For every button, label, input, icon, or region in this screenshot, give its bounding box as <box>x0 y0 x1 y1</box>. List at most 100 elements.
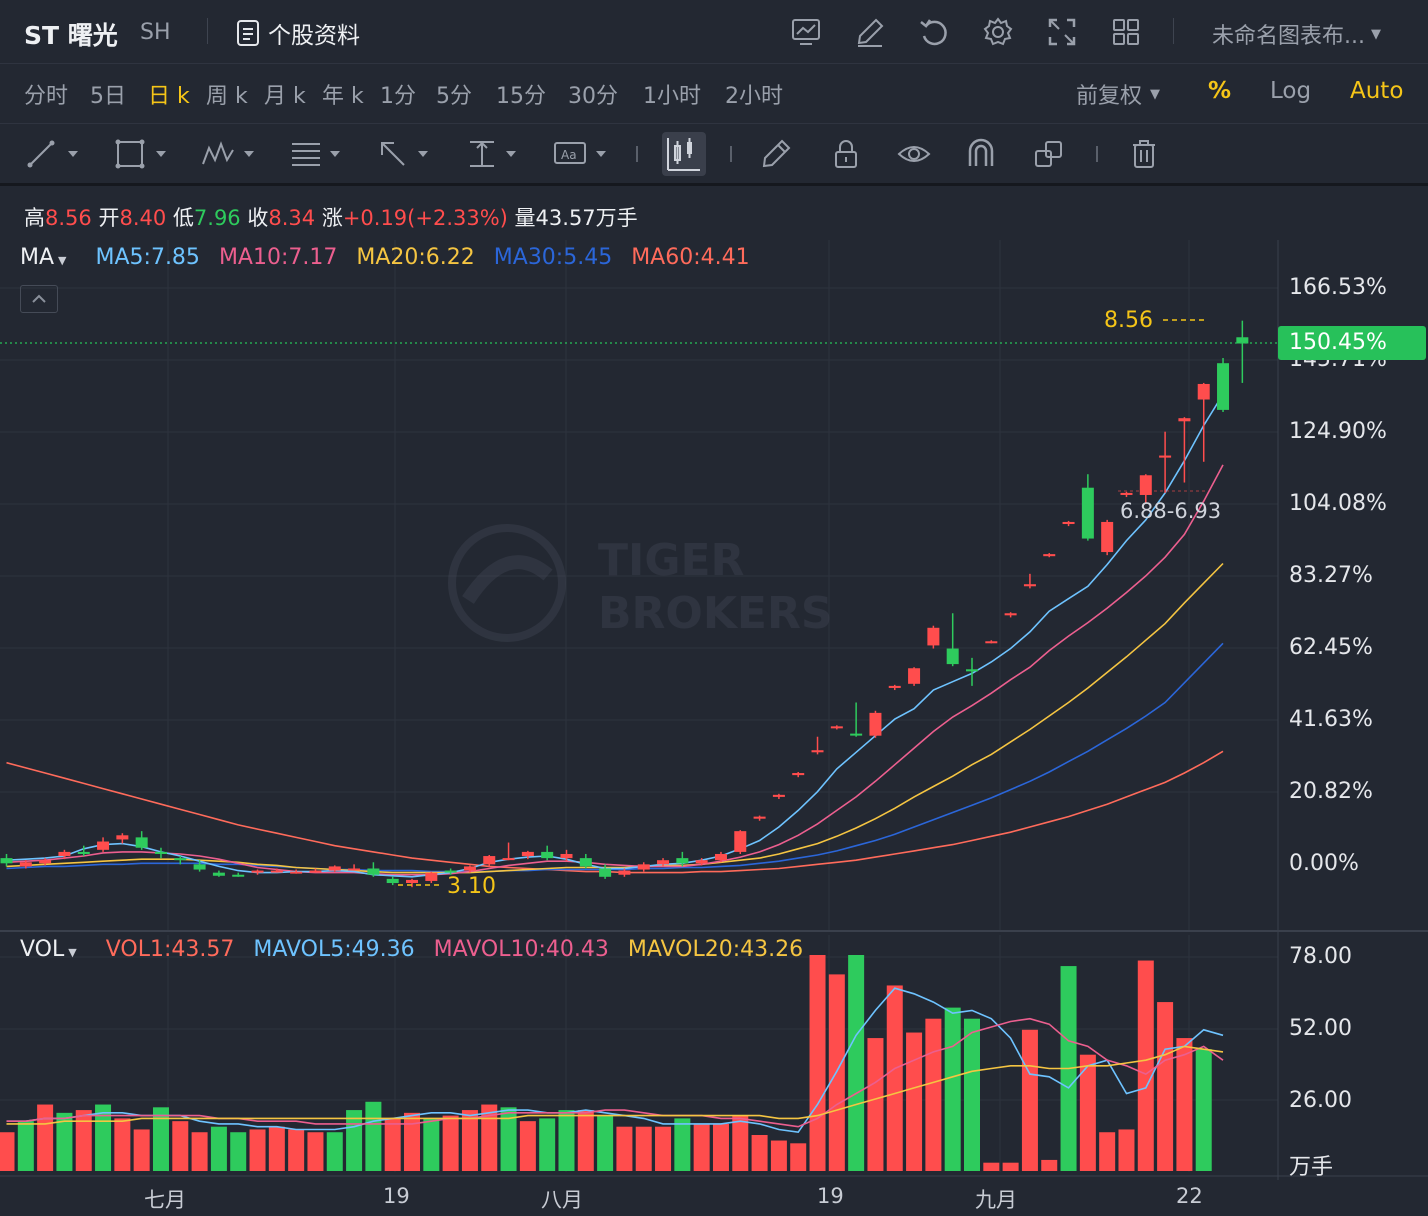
exchange-label: SH <box>140 20 171 45</box>
collapse-legend-button[interactable] <box>20 285 58 313</box>
timeframe-yearly[interactable]: 年 k <box>322 84 364 109</box>
settings-icon[interactable] <box>982 16 1014 48</box>
rectangle-tool-icon[interactable] <box>114 138 172 170</box>
volume-bar <box>1157 1002 1174 1171</box>
trendline-tool-icon[interactable] <box>26 138 84 170</box>
candle-body <box>772 794 785 797</box>
volume-bar <box>404 1112 421 1171</box>
candle-body <box>425 872 438 881</box>
fullscreen-icon[interactable] <box>1046 16 1078 48</box>
drawing-toolbar <box>0 124 1428 186</box>
mavol20-line <box>6 1045 1224 1125</box>
percent-toggle[interactable]: % <box>1208 78 1232 104</box>
arrow-tool-icon[interactable] <box>376 138 434 170</box>
candle-body <box>444 870 457 873</box>
price-chart[interactable]: TIGER BROKERS 8.56 3.10 6.88-6.93 <box>0 240 1428 1216</box>
candle-body <box>290 871 303 874</box>
volume-bar <box>790 1143 807 1171</box>
chevron-up-icon <box>32 294 46 303</box>
ma-indicator-label[interactable]: MA <box>20 245 55 270</box>
candle-body <box>1217 363 1230 410</box>
caret-down-icon[interactable]: ▼ <box>68 946 77 959</box>
change-label: 涨 <box>321 206 343 230</box>
stock-name: ST 曙光 <box>24 21 118 50</box>
time-axis-tick: 22 <box>1176 1184 1203 1208</box>
document-icon <box>237 20 259 46</box>
volume-bar <box>423 1118 440 1171</box>
volume-bar <box>346 1110 363 1171</box>
candle-body <box>966 669 978 672</box>
log-toggle[interactable]: Log <box>1270 78 1312 104</box>
volume-bar <box>848 955 865 1171</box>
divider <box>207 18 208 44</box>
candle-body <box>232 874 245 877</box>
timeframe-monthly[interactable]: 月 k <box>264 84 306 109</box>
edit-icon[interactable] <box>854 16 886 48</box>
time-axis-tick: 19 <box>383 1184 410 1208</box>
timeframe-weekly[interactable]: 周 k <box>206 84 248 109</box>
low-label: 低 <box>172 206 194 230</box>
text-tool-icon[interactable]: Aa <box>552 138 612 170</box>
trash-icon[interactable] <box>1128 138 1160 170</box>
chart-icon[interactable] <box>790 16 822 48</box>
candle-body <box>251 870 264 873</box>
candle-body <box>753 816 766 819</box>
layout-icon[interactable] <box>1110 16 1142 48</box>
timeframe-30min[interactable]: 30分 <box>568 84 618 109</box>
candle-body <box>734 831 747 852</box>
volume-bar <box>558 1110 575 1171</box>
candle-body <box>946 648 959 665</box>
fibonacci-tool-icon[interactable] <box>288 138 346 170</box>
price-axis-tick: 62.45% <box>1289 635 1373 660</box>
candle-body <box>792 773 805 776</box>
caret-down-icon[interactable]: ▼ <box>58 254 67 267</box>
volume-bar <box>1195 1049 1212 1171</box>
pattern-tool-icon[interactable] <box>200 138 260 170</box>
undo-icon[interactable] <box>918 16 950 48</box>
candle-body <box>695 860 708 864</box>
ma-legend[interactable]: MA ▼ MA5:7.85 MA10:7.17 MA20:6.22 MA30:5.… <box>20 245 750 270</box>
adjust-dropdown[interactable]: 前复权 ▼ <box>1076 78 1160 110</box>
stock-info-button[interactable]: 个股资料 <box>236 16 360 50</box>
vol-indicator-label[interactable]: VOL <box>20 937 65 962</box>
candle-body <box>309 870 322 873</box>
volume-bar <box>17 1121 34 1171</box>
ma30-value: MA30:5.45 <box>493 245 613 270</box>
timeframe-5min[interactable]: 5分 <box>436 84 472 109</box>
timeframe-5day[interactable]: 5日 <box>90 84 126 109</box>
timeframe-daily[interactable]: 日 k <box>148 84 190 109</box>
layers-icon[interactable] <box>1032 138 1066 170</box>
close-value: 8.34 <box>268 206 316 230</box>
candle-body <box>174 858 187 861</box>
volume-bar <box>326 1132 343 1171</box>
volume-bar <box>95 1104 112 1171</box>
auto-toggle[interactable]: Auto <box>1350 78 1404 104</box>
volume-bar <box>365 1101 382 1171</box>
candle-body <box>135 837 148 848</box>
volume-label: 量 <box>514 206 536 230</box>
candle-body <box>541 851 554 859</box>
timeframe-intraday[interactable]: 分时 <box>24 84 69 109</box>
ma5-line <box>6 393 1224 878</box>
magnet-icon[interactable] <box>964 136 998 170</box>
volume-bar <box>693 1123 710 1171</box>
candle-tool-button[interactable] <box>662 132 706 176</box>
timeframe-1hour[interactable]: 1小时 <box>643 84 701 109</box>
timeframe-2hour[interactable]: 2小时 <box>725 84 783 109</box>
measure-tool-icon[interactable] <box>464 138 522 170</box>
timeframe-1min[interactable]: 1分 <box>380 84 416 109</box>
timeframe-15min[interactable]: 15分 <box>496 84 546 109</box>
candle-body <box>502 858 515 861</box>
candle-body <box>560 853 573 859</box>
layout-name-dropdown[interactable]: 未命名图表布... ▼ <box>1212 18 1381 50</box>
volume-bar <box>1041 1159 1058 1171</box>
candle-body <box>19 862 32 867</box>
vol-legend[interactable]: VOL ▼ VOL1:43.57 MAVOL5:49.36 MAVOL10:40.… <box>20 937 803 962</box>
open-label: 开 <box>98 206 120 230</box>
eye-icon[interactable] <box>896 138 932 170</box>
volume-bar <box>461 1110 478 1171</box>
pencil-icon[interactable] <box>760 138 794 170</box>
volume-bar <box>210 1126 227 1171</box>
lock-icon[interactable] <box>830 138 862 170</box>
stock-info-label: 个股资料 <box>268 23 360 49</box>
